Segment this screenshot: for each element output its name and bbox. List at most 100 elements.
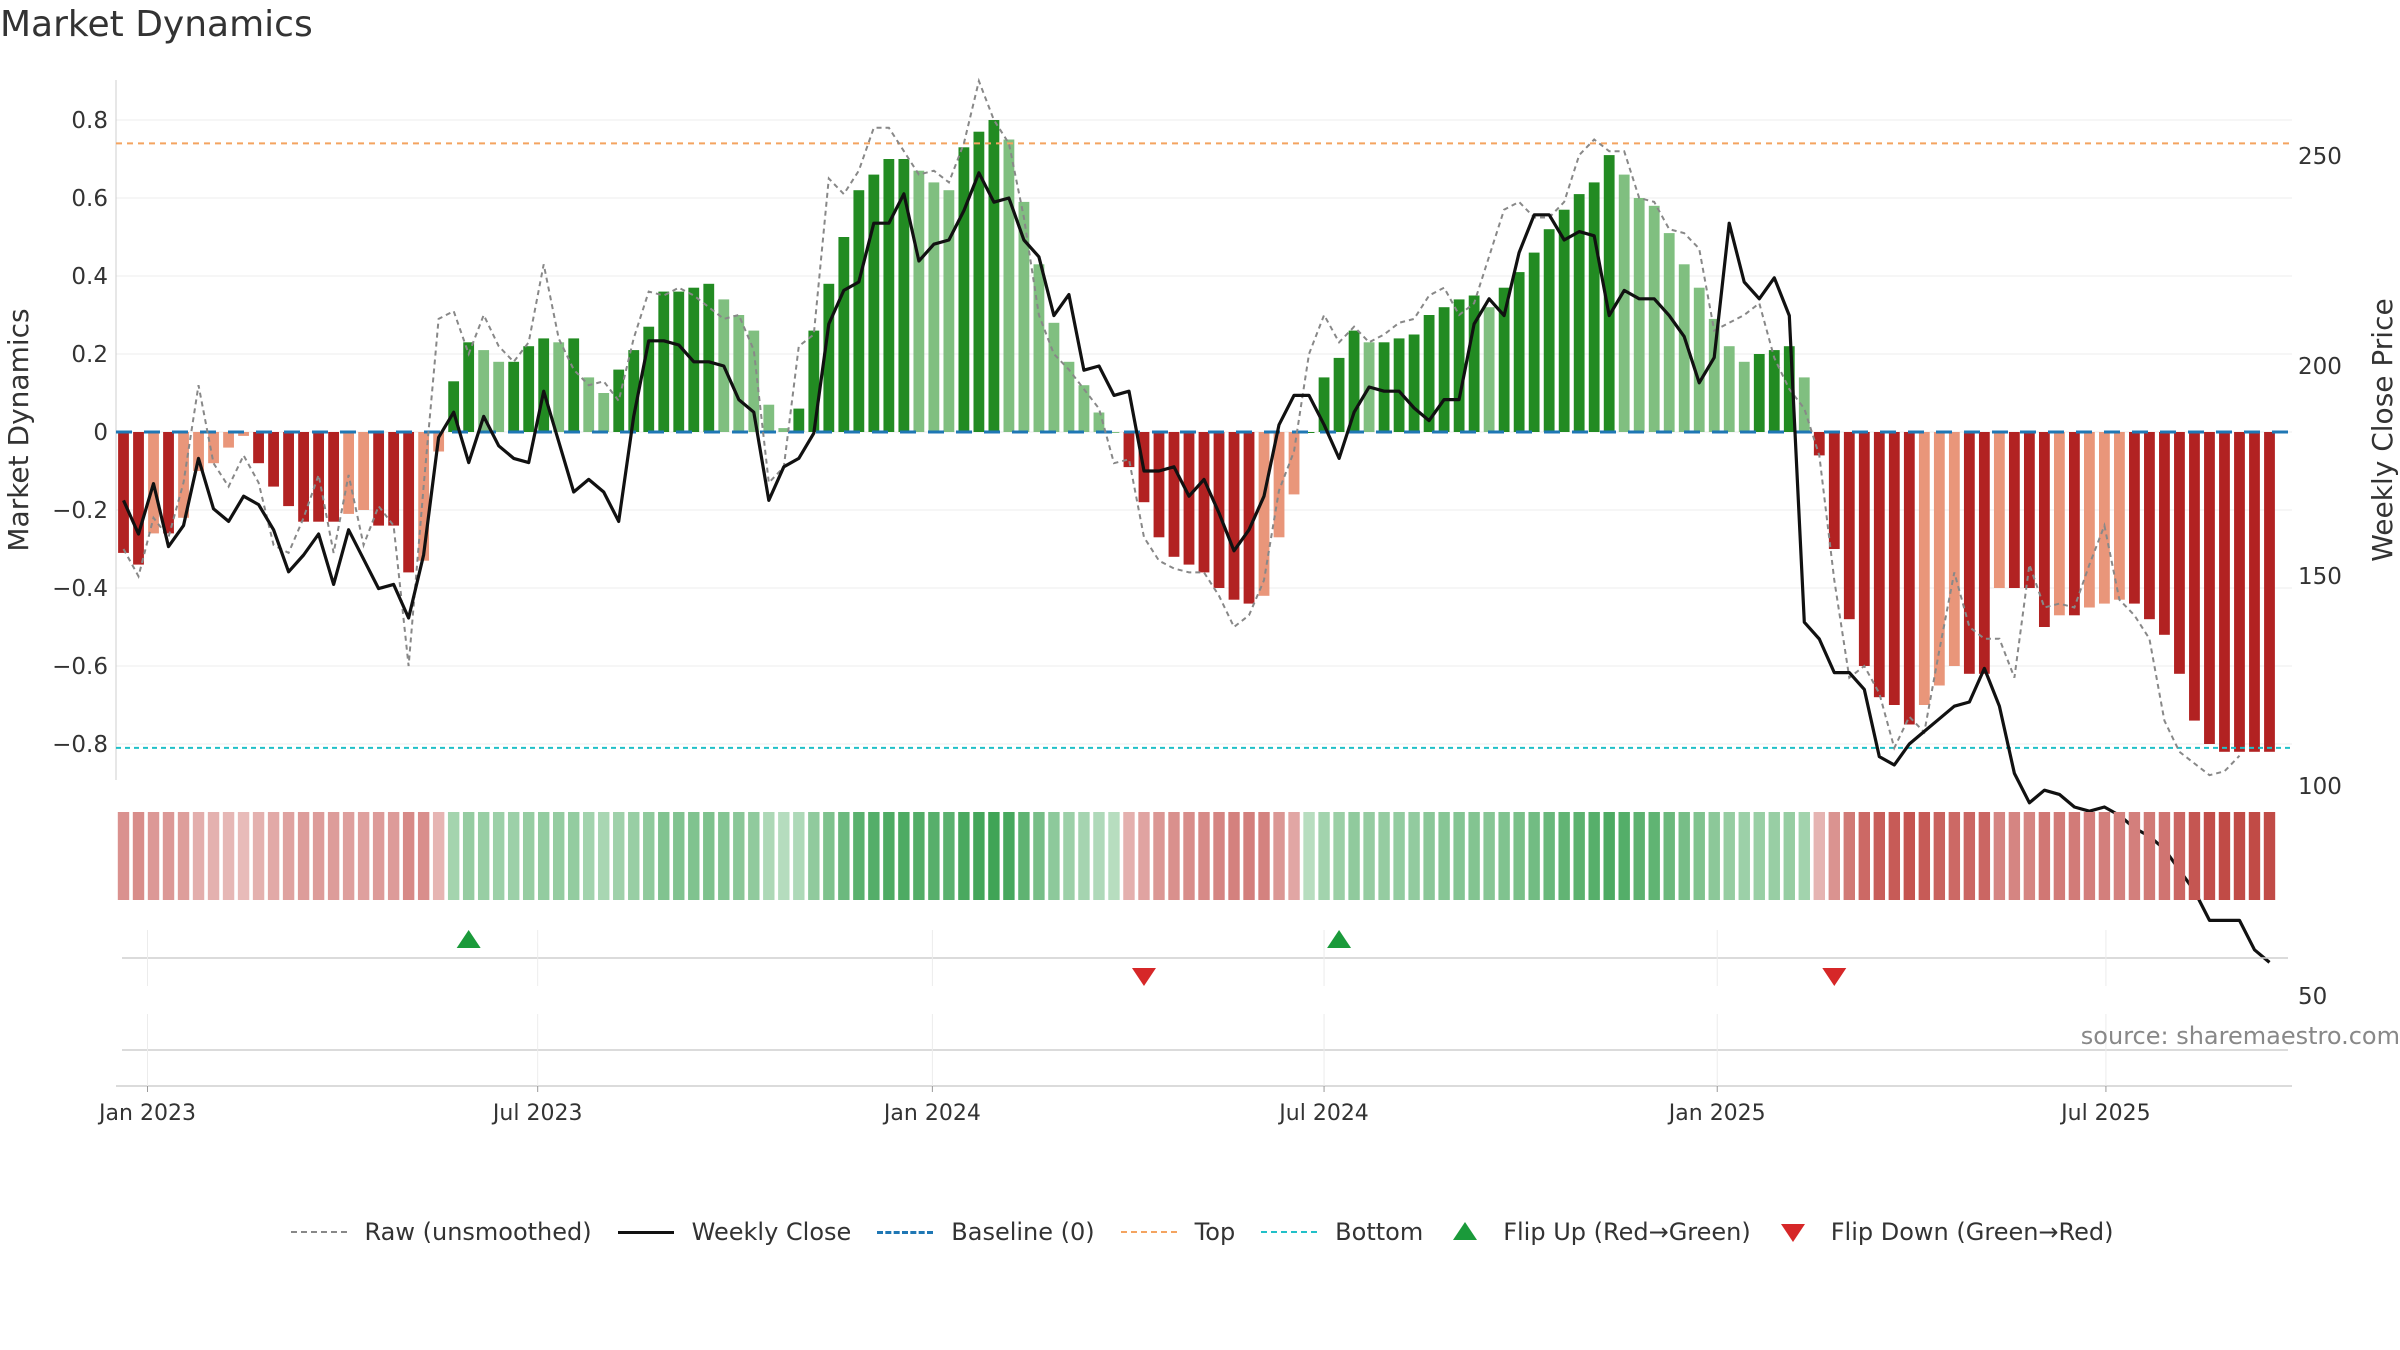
heat-strip-cell: [357, 812, 370, 900]
md-bar: [2129, 432, 2140, 604]
md-bar: [808, 330, 820, 432]
heat-strip-cell: [1903, 812, 1916, 900]
heat-strip-cell: [973, 812, 985, 900]
heat-strip-cell: [688, 812, 700, 900]
heat-strip-cell: [1318, 812, 1330, 900]
md-bar: [2159, 432, 2170, 635]
heat-strip-cell: [2023, 812, 2036, 900]
heat-strip-cell: [297, 812, 310, 900]
md-bar: [1918, 432, 1930, 705]
md-bar: [1948, 432, 1960, 666]
heat-strip-cell: [1918, 812, 1931, 900]
legend-item-bottom: Bottom: [1257, 1218, 1423, 1246]
heat-strip-cell: [958, 812, 970, 900]
md-bar: [1408, 334, 1420, 432]
md-bar: [1678, 264, 1690, 432]
heat-strip-cell: [583, 812, 595, 900]
heat-strip-cell: [207, 812, 220, 900]
y2-tick-label: 250: [2298, 144, 2342, 170]
heat-strip-cell: [2173, 812, 2186, 900]
heat-strip-cell: [1963, 812, 1976, 900]
x-tick-label: Jul 2025: [2059, 1101, 2151, 1126]
legend-swatch-raw: [287, 1220, 351, 1244]
md-bar: [763, 404, 775, 432]
heat-strip-cell: [838, 812, 850, 900]
y-tick-label: 0.8: [71, 108, 108, 134]
md-bar: [1273, 432, 1285, 538]
legend-label-flip-up: Flip Up (Red→Green): [1503, 1218, 1751, 1246]
md-bar: [208, 432, 219, 464]
md-bar: [2114, 432, 2125, 600]
heat-strip-cell: [2233, 812, 2246, 900]
legend-item-flip-up: Flip Up (Red→Green): [1445, 1218, 1751, 1246]
heat-strip-cell: [2128, 812, 2141, 900]
legend-label-flip-down: Flip Down (Green→Red): [1830, 1218, 2114, 1246]
y2-tick-label: 50: [2298, 984, 2327, 1010]
y2-axis-title: Weekly Close Price: [2366, 298, 2399, 561]
md-bar: [823, 283, 835, 432]
md-bar: [2038, 432, 2050, 627]
md-bar: [1753, 354, 1765, 432]
md-bar: [1858, 432, 1870, 666]
md-bar: [1438, 307, 1450, 432]
x-tick-label: Jan 2023: [97, 1101, 196, 1126]
heat-strip-cell: [613, 812, 625, 900]
md-bar: [958, 147, 970, 433]
legend: Raw (unsmoothed) Weekly Close Baseline (…: [0, 1218, 2400, 1246]
heat-strip-cell: [1828, 812, 1840, 900]
md-bar: [358, 432, 370, 510]
md-bar: [1228, 432, 1240, 600]
md-bar: [2234, 432, 2245, 752]
legend-label-close: Weekly Close: [691, 1218, 852, 1246]
heat-strip-cell: [327, 812, 340, 900]
flip-down-marker: [1822, 968, 1847, 986]
md-bar: [838, 237, 850, 432]
heat-strip-cell: [598, 812, 610, 900]
legend-item-close: Weekly Close: [614, 1218, 852, 1246]
md-bar: [1963, 432, 1975, 674]
md-bar: [508, 361, 520, 432]
md-bar: [1078, 385, 1090, 432]
heat-strip-cell: [2188, 812, 2201, 900]
md-bar: [1303, 432, 1315, 433]
heat-strip-cell: [1303, 812, 1315, 900]
heat-strip-cell: [778, 812, 790, 900]
md-bar: [118, 432, 129, 553]
md-bar: [973, 131, 985, 432]
heat-strip-cell: [1453, 812, 1465, 900]
md-bar: [1528, 252, 1540, 432]
x-tick-label: Jul 2023: [491, 1101, 583, 1126]
heat-strip-cell: [1543, 812, 1555, 900]
heat-strip-cell: [1198, 812, 1210, 900]
heat-strip-cell: [1753, 812, 1765, 900]
heat-strip-cell: [1783, 812, 1795, 900]
heat-strip-cell: [192, 812, 205, 900]
heat-strip-cell: [2008, 812, 2021, 900]
md-bar: [988, 120, 1000, 432]
heat-strip-cell: [1603, 812, 1615, 900]
heat-strip-cell: [1633, 812, 1645, 900]
heat-strip-cell: [1708, 812, 1720, 900]
legend-swatch-baseline: [873, 1220, 937, 1244]
y-tick-label: −0.8: [52, 732, 108, 758]
heat-strip-cell: [267, 812, 280, 900]
heat-strip-cell: [1213, 812, 1225, 900]
md-bar: [1018, 201, 1030, 432]
md-bar: [1003, 139, 1015, 432]
heat-strip-cell: [1108, 812, 1120, 900]
heat-strip-cell: [1048, 812, 1060, 900]
heat-strip-cell: [1858, 812, 1871, 900]
md-bar: [1588, 182, 1600, 432]
heat-strip-cell: [943, 812, 955, 900]
heat-strip-cell: [1798, 812, 1810, 900]
heat-strip-cell: [2053, 812, 2066, 900]
heat-strip-cell: [718, 812, 730, 900]
heat-strip-cell: [2068, 812, 2081, 900]
md-bar: [1063, 361, 1075, 432]
heat-strip-cell: [673, 812, 685, 900]
heat-strip-cell: [1423, 812, 1435, 900]
md-bar: [1198, 432, 1210, 573]
flip-up-marker: [1327, 930, 1352, 948]
md-bar: [1573, 194, 1585, 432]
md-bar: [373, 432, 385, 526]
